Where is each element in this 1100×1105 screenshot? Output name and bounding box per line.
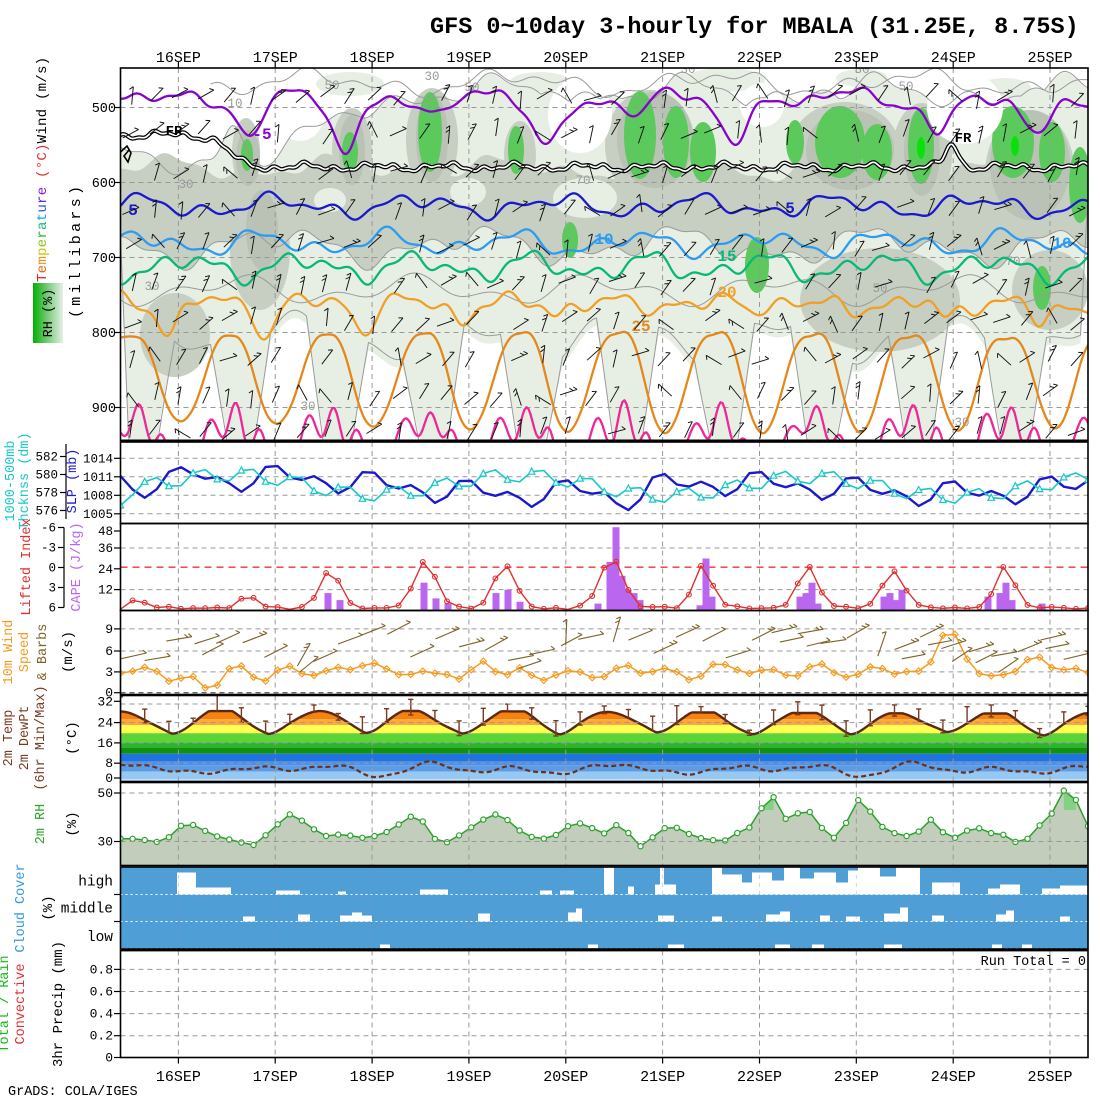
svg-text:GrADS: COLA/IGES: GrADS: COLA/IGES — [8, 1085, 138, 1100]
svg-text:30: 30 — [178, 178, 193, 192]
svg-text:high: high — [78, 875, 113, 891]
svg-text:6: 6 — [105, 644, 113, 659]
svg-text:-6: -6 — [41, 522, 56, 536]
svg-text:CAPE (J/kg): CAPE (J/kg) — [70, 522, 85, 611]
svg-text:30: 30 — [424, 70, 439, 84]
svg-text:700: 700 — [92, 252, 116, 267]
svg-text:0.4: 0.4 — [90, 1007, 114, 1022]
svg-text:8: 8 — [105, 756, 113, 771]
svg-text:(millibars): (millibars) — [68, 183, 85, 318]
svg-text:1000-500mb: 1000-500mb — [4, 440, 19, 521]
svg-text:18SEP: 18SEP — [350, 1069, 395, 1086]
svg-text:3: 3 — [48, 582, 56, 596]
svg-text:16: 16 — [97, 736, 113, 751]
svg-text:3: 3 — [105, 665, 113, 680]
svg-text:Speed: Speed — [18, 632, 33, 673]
svg-text:576: 576 — [35, 505, 58, 519]
svg-text:GFS 0~10day 3-hourly for MBALA: GFS 0~10day 3-hourly for MBALA (31.25E, … — [430, 14, 1079, 41]
svg-text:1014: 1014 — [83, 452, 113, 466]
svg-text:10: 10 — [594, 231, 613, 249]
svg-text:Lifted Index: Lifted Index — [20, 518, 35, 615]
svg-text:0: 0 — [105, 771, 113, 786]
svg-text:SLP (mb): SLP (mb) — [66, 449, 81, 514]
svg-text:(m/s): (m/s) — [61, 631, 77, 673]
svg-text:20: 20 — [717, 284, 736, 302]
svg-text:10m Wind: 10m Wind — [2, 620, 17, 685]
svg-text:1008: 1008 — [83, 489, 113, 503]
svg-text:50: 50 — [324, 79, 339, 93]
svg-text:17SEP: 17SEP — [253, 1069, 298, 1086]
svg-text:20SEP: 20SEP — [543, 1069, 588, 1086]
svg-text:23SEP: 23SEP — [834, 1069, 879, 1086]
svg-text:-5: -5 — [252, 126, 271, 144]
svg-text:1005: 1005 — [83, 508, 113, 522]
svg-text:(6hr Min/Max): (6hr Min/Max) — [34, 685, 49, 790]
svg-text:2m DewPt: 2m DewPt — [18, 706, 33, 771]
svg-text:(%): (%) — [65, 811, 81, 836]
svg-text:9: 9 — [105, 622, 113, 637]
svg-text:RH (%): RH (%) — [42, 289, 57, 338]
svg-text:10: 10 — [1052, 235, 1071, 253]
svg-text:30: 30 — [97, 835, 113, 850]
svg-text:(°C): (°C) — [65, 721, 81, 755]
svg-text:21SEP: 21SEP — [640, 1069, 685, 1086]
svg-text:10: 10 — [227, 97, 242, 111]
svg-text:580: 580 — [35, 469, 58, 483]
svg-text:15: 15 — [717, 248, 736, 266]
svg-text:Run Total = 0: Run Total = 0 — [981, 955, 1086, 970]
svg-text:22SEP: 22SEP — [737, 1069, 782, 1086]
svg-text:Convective: Convective — [14, 963, 29, 1044]
svg-text:Total / Rain: Total / Rain — [0, 955, 13, 1052]
svg-text:12: 12 — [98, 584, 113, 598]
svg-text:25SEP: 25SEP — [1028, 1069, 1073, 1086]
svg-text:900: 900 — [92, 402, 116, 417]
svg-text:low: low — [87, 930, 113, 946]
svg-text:30: 30 — [144, 280, 159, 294]
svg-text:FR: FR — [166, 124, 183, 140]
svg-text:582: 582 — [35, 451, 58, 465]
svg-text:24: 24 — [98, 563, 113, 577]
svg-text:24SEP: 24SEP — [931, 1069, 976, 1086]
svg-text:0.2: 0.2 — [90, 1029, 113, 1044]
svg-text:Temperature (°C)Wind (m/s): Temperature (°C)Wind (m/s) — [35, 57, 51, 282]
svg-text:16SEP: 16SEP — [156, 1069, 201, 1086]
svg-text:Cloud Cover: Cloud Cover — [14, 863, 29, 952]
svg-text:2m RH: 2m RH — [34, 804, 49, 845]
svg-text:2m Temp: 2m Temp — [2, 710, 17, 767]
svg-text:-3: -3 — [41, 542, 56, 556]
svg-text:3hr Precip (mm): 3hr Precip (mm) — [51, 941, 67, 1067]
svg-text:500: 500 — [92, 102, 116, 117]
svg-text:25: 25 — [631, 318, 650, 336]
svg-text:0: 0 — [105, 1051, 113, 1066]
svg-text:19SEP: 19SEP — [446, 1069, 491, 1086]
svg-text:24: 24 — [97, 716, 113, 731]
svg-text:50: 50 — [898, 80, 913, 94]
svg-text:48: 48 — [98, 525, 113, 539]
svg-text:800: 800 — [92, 327, 116, 342]
svg-text:70: 70 — [575, 174, 590, 188]
svg-text:0.8: 0.8 — [90, 962, 113, 977]
svg-text:600: 600 — [92, 177, 116, 192]
svg-text:(%): (%) — [41, 895, 57, 920]
svg-text:578: 578 — [35, 487, 58, 501]
svg-text:32: 32 — [97, 694, 113, 709]
svg-text:Thcknss (dm): Thcknss (dm) — [18, 432, 33, 529]
svg-text:36: 36 — [98, 542, 113, 556]
svg-text:middle: middle — [61, 902, 113, 918]
svg-text:& Barbs: & Barbs — [36, 624, 51, 681]
svg-text:0: 0 — [48, 562, 56, 576]
svg-text:0.6: 0.6 — [90, 985, 113, 1000]
svg-text:50: 50 — [97, 786, 113, 801]
svg-text:6: 6 — [48, 602, 56, 616]
svg-text:1011: 1011 — [83, 471, 113, 485]
